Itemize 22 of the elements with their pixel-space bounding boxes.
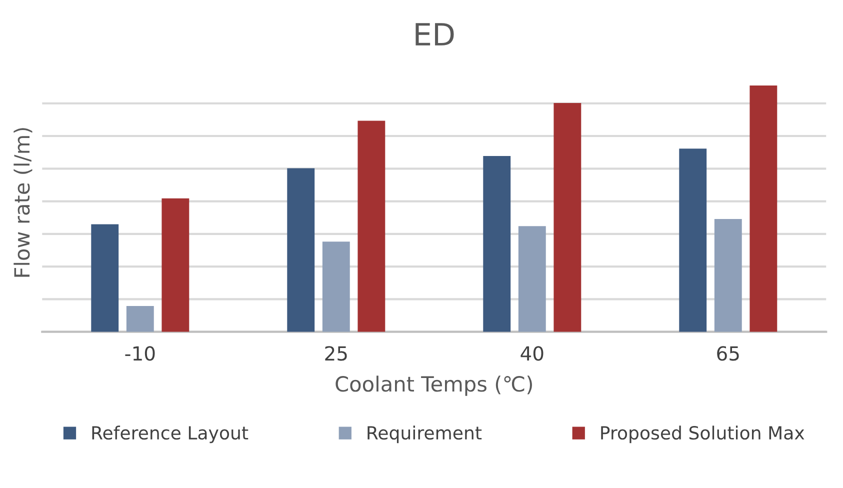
legend-label: Requirement xyxy=(368,426,482,444)
bar xyxy=(126,306,154,332)
bar xyxy=(91,224,119,332)
x-tick-label: 40 xyxy=(520,346,544,361)
bar xyxy=(287,168,315,332)
x-tick-label: -10 xyxy=(125,346,155,361)
x-axis-title: Coolant Temps (℃) xyxy=(336,376,532,396)
bar xyxy=(358,120,386,332)
chart-title: ED xyxy=(416,23,454,46)
bar xyxy=(322,242,350,332)
bar xyxy=(483,156,511,332)
bar xyxy=(679,148,707,332)
bar xyxy=(750,86,778,332)
bar xyxy=(714,219,742,332)
bar xyxy=(518,226,546,332)
bar xyxy=(554,103,582,332)
y-axis-title: Flow rate (l/m) xyxy=(14,128,32,277)
legend-label: Proposed Solution Max xyxy=(601,426,804,444)
x-tick-label: 25 xyxy=(325,346,347,361)
x-tick-label: 65 xyxy=(717,346,739,361)
legend-label: Reference Layout xyxy=(92,426,248,444)
bar xyxy=(162,198,190,332)
